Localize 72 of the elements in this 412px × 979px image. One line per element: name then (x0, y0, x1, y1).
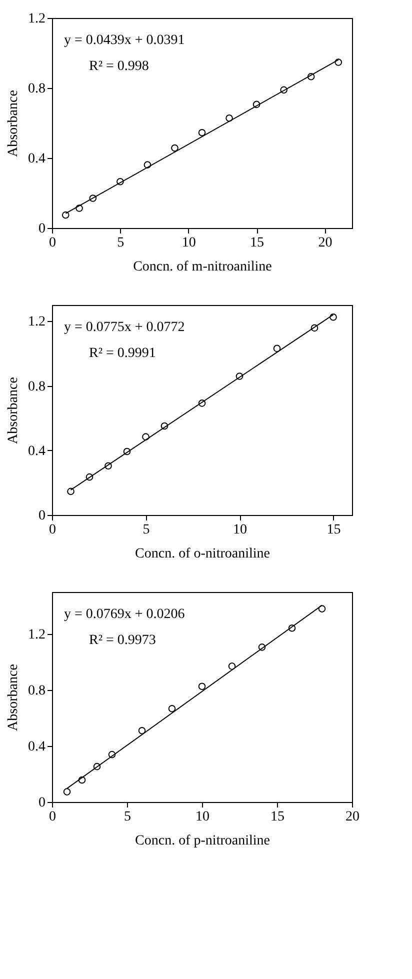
point (258, 644, 266, 651)
y-tick-label: 1.2 (28, 628, 46, 642)
x-tick-label: 20 (318, 236, 332, 250)
y-tick-label: 0 (38, 508, 46, 524)
point (89, 194, 97, 202)
y-tick-label: 0.4 (28, 444, 46, 459)
point (93, 762, 101, 770)
point (252, 100, 260, 108)
point (62, 211, 70, 219)
x-axis-title: Concn. of p-nitroaniline (135, 834, 270, 848)
point (76, 204, 83, 212)
point (226, 114, 233, 122)
point (168, 704, 176, 712)
point (280, 86, 288, 94)
x-axis-title: Concn. of o-nitroaniline (135, 546, 270, 562)
x-tick-label: 10 (196, 810, 210, 824)
annotation: y = 0.0769x + 0.0206 (64, 607, 185, 622)
x-tick-label: 10 (182, 236, 196, 250)
y-tick-label: 0.4 (28, 740, 46, 754)
x-tick-label: 15 (270, 810, 284, 824)
point (123, 448, 131, 456)
point (138, 726, 146, 734)
point (67, 488, 74, 496)
x-tick-label: 5 (117, 236, 124, 250)
annotation: y = 0.0775x + 0.0772 (64, 320, 185, 335)
x-tick-label: 0 (49, 236, 56, 250)
point (236, 372, 244, 380)
point (198, 128, 206, 136)
point (86, 473, 94, 481)
point (273, 344, 281, 352)
y-axis-title: Absorbance (6, 664, 21, 731)
point (334, 58, 342, 66)
x-tick-label: 15 (250, 236, 264, 250)
point (78, 776, 86, 784)
point (198, 400, 206, 407)
point (307, 72, 315, 80)
x-axis-title: Concn. of m-nitroaniline (133, 260, 272, 274)
point (330, 313, 337, 321)
point (142, 433, 150, 440)
x-tick-label: 0 (49, 810, 56, 824)
x-tick-label: 15 (326, 522, 341, 538)
y-tick-label: 0.8 (28, 684, 46, 698)
x-tick-label: 0 (49, 522, 56, 538)
x-tick-label: 20 (346, 810, 360, 824)
point (160, 422, 168, 430)
x-tick-label: 5 (142, 522, 150, 538)
annotation: R² = 0.9991 (89, 346, 156, 361)
point (144, 161, 152, 168)
point (171, 144, 178, 152)
y-tick-label: 0.4 (28, 152, 46, 166)
point (63, 788, 71, 796)
annotation: R² = 0.998 (89, 59, 149, 74)
y-axis-title: Absorbance (6, 90, 21, 157)
annotation: y = 0.0439x + 0.0391 (64, 33, 185, 48)
point (116, 178, 124, 186)
point (104, 462, 112, 470)
y-axis-title: Absorbance (6, 377, 21, 444)
y-tick-label: 0 (38, 796, 46, 810)
point (318, 605, 326, 612)
annotation: R² = 0.9973 (89, 633, 156, 648)
y-tick-label: 0.8 (28, 82, 46, 96)
point (198, 682, 206, 690)
y-tick-label: 1.2 (28, 314, 46, 330)
point (310, 324, 318, 332)
x-tick-label: 10 (233, 522, 247, 538)
point (288, 624, 296, 632)
x-tick-label: 5 (124, 810, 131, 824)
y-tick-label: 0 (38, 222, 46, 236)
y-tick-label: 1.2 (28, 12, 46, 26)
point (108, 750, 116, 758)
point (228, 662, 236, 670)
y-tick-label: 0.8 (28, 379, 46, 394)
